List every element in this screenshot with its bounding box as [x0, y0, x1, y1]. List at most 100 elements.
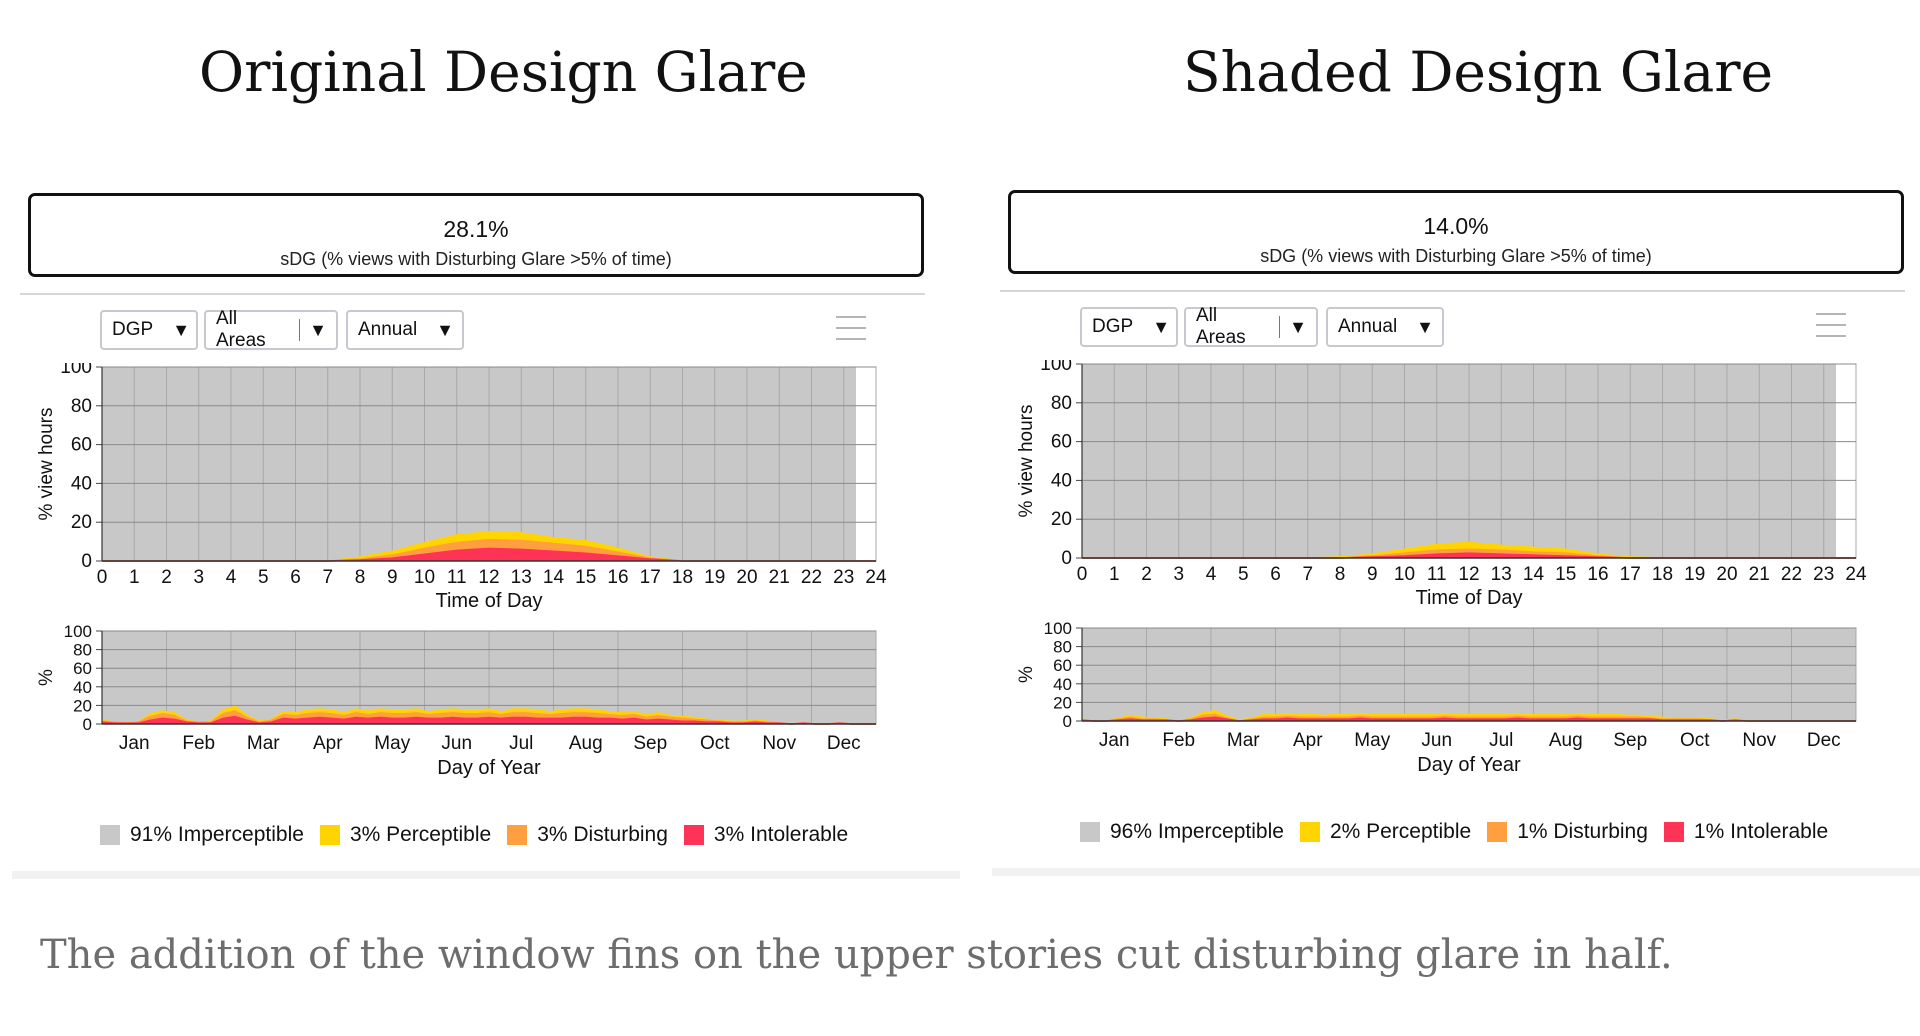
x-tick-label: Mar — [247, 733, 280, 754]
x-tick-label: Jan — [1099, 730, 1130, 751]
x-tick-label: Jun — [441, 733, 472, 754]
legend-item-perceptible[interactable]: 3% Perceptible — [319, 823, 491, 847]
y-tick-label: 0 — [83, 715, 92, 734]
y-tick-label: 40 — [1051, 470, 1072, 491]
x-tick-label: 23 — [833, 567, 854, 588]
x-tick-label: 16 — [1587, 564, 1608, 585]
caret-down-icon: ▼ — [436, 319, 454, 340]
caret-down-icon: ▼ — [172, 319, 191, 340]
y-axis-label: % view hours — [36, 408, 57, 521]
x-tick-label: May — [374, 733, 410, 754]
period-dropdown[interactable]: Annual ▼ — [1326, 307, 1444, 347]
x-tick-label: 17 — [640, 567, 661, 588]
period-dropdown-label: Annual — [1338, 316, 1398, 337]
x-tick-label: 20 — [736, 567, 757, 588]
x-tick-label: 24 — [1845, 564, 1867, 585]
x-tick-label: 13 — [511, 567, 532, 588]
x-tick-label: 20 — [1716, 564, 1737, 585]
plot-background — [102, 367, 856, 561]
y-tick-label: 0 — [1063, 712, 1072, 731]
y-tick-label: 80 — [73, 641, 92, 660]
x-tick-label: 11 — [447, 567, 467, 588]
x-tick-label: Nov — [1742, 730, 1776, 751]
legend-item-imperceptible[interactable]: 91% Imperceptible — [100, 823, 304, 847]
legend-label: 3% Intolerable — [713, 823, 849, 846]
x-axis-label: Time of Day — [1415, 587, 1522, 609]
x-tick-label: 3 — [193, 567, 204, 588]
hamburger-menu-icon[interactable] — [836, 316, 866, 342]
y-axis-label: % — [36, 669, 57, 686]
x-tick-label: Jan — [119, 733, 150, 754]
caret-down-icon: ▼ — [1152, 316, 1171, 337]
x-tick-label: 3 — [1173, 564, 1184, 585]
figure-caption: The addition of the window fins on the u… — [40, 932, 1673, 978]
y-tick-label: 80 — [1051, 393, 1072, 414]
legend-item-disturbing[interactable]: 3% Disturbing — [507, 823, 668, 847]
x-tick-label: Apr — [1293, 730, 1323, 751]
y-tick-label: 60 — [73, 659, 92, 678]
x-tick-label: Dec — [827, 733, 861, 754]
x-tick-label: Aug — [569, 733, 603, 754]
area-dropdown[interactable]: All Areas ▼ — [1184, 305, 1318, 348]
shaded-glare-charts: 0 1 2 3 4 5 6 7 8 9 10 11 12 13 14 15 16 17 18 19 20 21 22 23 24… — [1016, 360, 1867, 776]
legend-item-perceptible[interactable]: 2% Perceptible — [1299, 820, 1472, 844]
shaded-design-panel: 14.0% sDG (% views with Disturbing Glare… — [992, 182, 1920, 876]
x-tick-label: 12 — [478, 567, 499, 588]
legend-label: 96% Imperceptible — [1110, 820, 1284, 843]
x-tick-label: 10 — [1394, 564, 1415, 585]
area-dropdown-label: All Areas — [216, 308, 266, 351]
x-tick-label: 18 — [1652, 564, 1673, 585]
hamburger-menu-icon[interactable] — [1816, 313, 1846, 339]
original-design-heading: Original Design Glare — [199, 40, 808, 104]
x-axis-label: Day of Year — [1417, 754, 1521, 776]
x-tick-label: 8 — [1335, 564, 1346, 585]
metric-dropdown[interactable]: DGP ▼ — [1080, 307, 1178, 347]
metric-dropdown-label: DGP — [112, 319, 154, 340]
time-of-day-chart: 0 1 2 3 4 5 6 7 8 9 10 11 12 13 14 15 16 17 18 19 20 21 22 23 24… — [36, 363, 887, 612]
period-dropdown-label: Annual — [358, 319, 418, 340]
legend-item-intolerable[interactable]: 1% Intolerable — [1663, 820, 1828, 844]
y-tick-label: 0 — [1061, 548, 1072, 569]
x-tick-label: 7 — [1302, 564, 1313, 585]
y-tick-label: 40 — [1053, 675, 1072, 694]
sdg-metric-value: 14.0% — [1423, 213, 1489, 239]
x-tick-label: Jun — [1421, 730, 1452, 751]
x-tick-label: 11 — [1427, 564, 1447, 585]
x-tick-label: Oct — [700, 733, 730, 754]
perceptible-line — [101, 705, 876, 725]
perceptible-swatch — [1299, 822, 1320, 842]
legend-item-intolerable[interactable]: 3% Intolerable — [683, 823, 849, 847]
time-of-day-chart: 0 1 2 3 4 5 6 7 8 9 10 11 12 13 14 15 16 17 18 19 20 21 22 23 24… — [1016, 360, 1867, 609]
imperceptible-swatch — [100, 825, 120, 845]
x-tick-label: 2 — [161, 567, 172, 588]
legend-label: 91% Imperceptible — [130, 823, 304, 846]
legend-item-disturbing[interactable]: 1% Disturbing — [1487, 820, 1648, 844]
legend-item-imperceptible[interactable]: 96% Imperceptible — [1080, 820, 1284, 844]
x-tick-label: 17 — [1620, 564, 1641, 585]
sdg-metric-caption: sDG (% views with Disturbing Glare >5% o… — [1260, 246, 1652, 266]
x-tick-label: 10 — [414, 567, 435, 588]
dropdown-separator — [299, 319, 301, 341]
x-tick-label: 21 — [769, 567, 790, 588]
divider — [1000, 290, 1905, 292]
x-tick-label: 15 — [575, 567, 596, 588]
metric-dropdown[interactable]: DGP ▼ — [100, 310, 198, 350]
legend-label: 3% Disturbing — [537, 823, 668, 846]
day-of-year-chart: Jan Feb Mar Apr May Jun Jul Aug Sep Oct Nov Dec 0204… — [36, 622, 877, 779]
x-tick-label: 5 — [1238, 564, 1249, 585]
intolerable-area — [102, 716, 876, 724]
x-tick-label: 22 — [1781, 564, 1802, 585]
area-dropdown[interactable]: All Areas ▼ — [204, 308, 338, 351]
intolerable-line — [101, 715, 876, 725]
y-tick-label: 100 — [1040, 360, 1072, 375]
y-tick-label: 80 — [71, 396, 92, 417]
intolerable-area — [1082, 553, 1856, 558]
x-tick-label: 1 — [129, 567, 140, 588]
divider — [20, 293, 925, 295]
legend-label: 2% Perceptible — [1329, 820, 1472, 843]
intolerable-area — [102, 548, 876, 561]
sdg-metric-box: 14.0% sDG (% views with Disturbing Glare… — [1008, 190, 1904, 274]
x-tick-label: 19 — [704, 567, 725, 588]
x-tick-label: 4 — [226, 567, 237, 588]
period-dropdown[interactable]: Annual ▼ — [346, 310, 464, 350]
